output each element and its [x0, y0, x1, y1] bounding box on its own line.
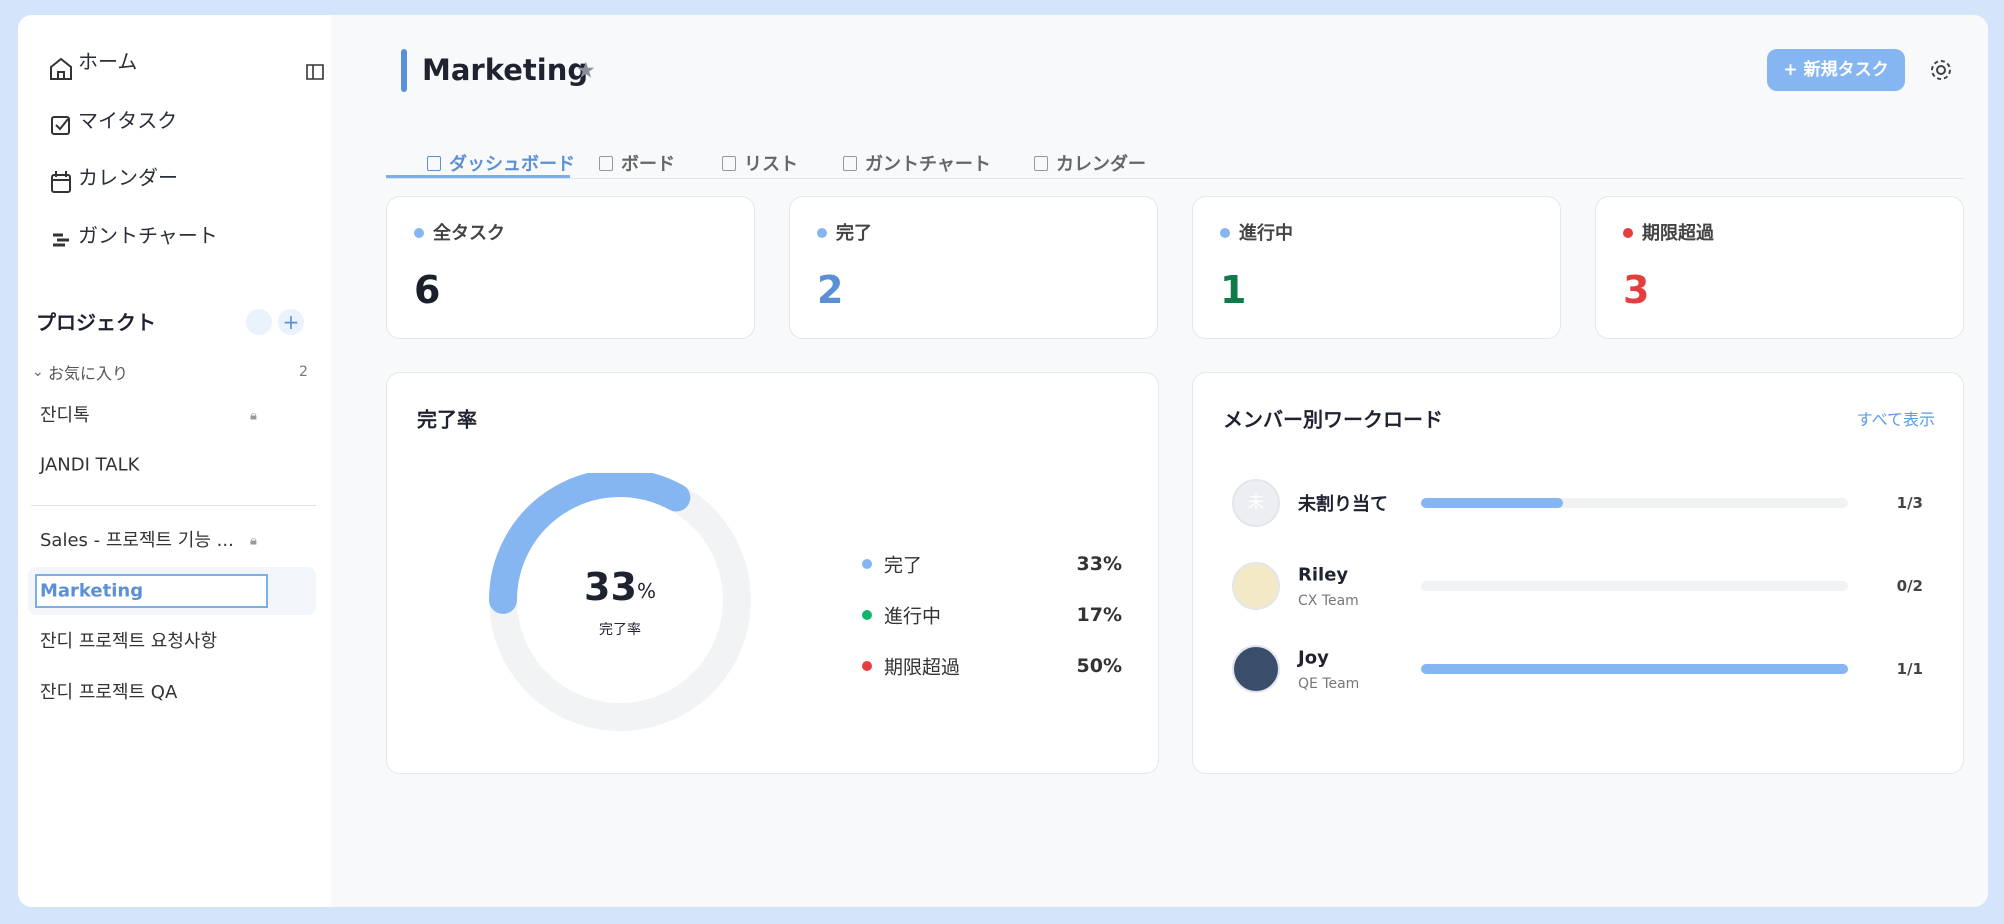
stat-value: 2	[817, 268, 844, 312]
tab[interactable]: ボード	[621, 154, 675, 175]
member-team: CX Team	[1298, 593, 1359, 609]
chevron: ⌄	[32, 364, 44, 380]
legend-dot	[862, 559, 872, 569]
stat-label: 期限超過	[1642, 223, 1714, 244]
project-item[interactable]: 잔디 프로젝트 요청사항	[40, 631, 218, 652]
stat-dot	[817, 228, 827, 238]
legend-label: 期限超過	[884, 656, 961, 679]
tab-icon	[599, 156, 613, 171]
stat-value: 1	[1220, 268, 1247, 312]
tab-icon	[843, 156, 857, 171]
nav-icons	[50, 57, 324, 247]
lock-icon: 🔒︎	[250, 533, 257, 549]
tab-icon	[1034, 156, 1048, 171]
workload-title: メンバー別ワークロード	[1223, 407, 1443, 432]
projects-title: プロジェクト	[36, 310, 156, 335]
project-item[interactable]: 잔디 프로젝트 QA	[40, 682, 178, 703]
tab-underline	[386, 175, 570, 178]
progress-bar	[1421, 664, 1848, 674]
legend-dot	[862, 610, 872, 620]
stat-label: 完了	[836, 223, 872, 244]
rate-value: 33	[584, 565, 637, 609]
project-item[interactable]: JANDI TALK	[40, 454, 140, 476]
stat-card: 進行中 1	[1192, 196, 1561, 339]
legend-percent: 50%	[1076, 655, 1122, 677]
favorites-label[interactable]: お気に入り	[48, 364, 129, 383]
progress-count: 0/2	[1896, 577, 1923, 595]
progress-bar	[1421, 498, 1564, 508]
nav-my-tasks[interactable]: マイタスク	[78, 108, 178, 133]
favorite-star[interactable]: ★	[576, 58, 596, 84]
progress-count: 1/1	[1896, 660, 1923, 678]
stat-card: 完了 2	[789, 196, 1158, 339]
nav-calendar[interactable]: カレンダー	[78, 165, 178, 190]
lock-icon: 🔒︎	[250, 408, 257, 424]
progress-count: 1/3	[1896, 494, 1923, 512]
avatar	[1232, 645, 1280, 693]
stat-dot	[414, 228, 424, 238]
app-window: ホーム マイタスク カレンダー ガントチャート プロジェクト + ⌄ お気に入り…	[18, 15, 1988, 907]
avatar	[1232, 562, 1280, 610]
nav-home[interactable]: ホーム	[78, 49, 138, 74]
stat-dot	[1220, 228, 1230, 238]
stat-value: 3	[1623, 268, 1650, 312]
tab-icon	[427, 156, 441, 171]
tab-divider	[386, 178, 1964, 179]
stat-value: 6	[414, 268, 441, 312]
rate-caption: 完了率	[599, 622, 641, 638]
tab[interactable]: ガントチャート	[865, 154, 991, 175]
project-item[interactable]: Sales - 프로젝트 기능 ...	[40, 530, 234, 551]
stat-dot	[1623, 228, 1633, 238]
legend-label: 進行中	[884, 605, 942, 628]
stat-card: 期限超過 3	[1595, 196, 1964, 339]
legend-dot	[862, 661, 872, 671]
new-task-label: 新規タスク	[1803, 60, 1889, 80]
member-team: QE Team	[1298, 676, 1360, 692]
sort-button[interactable]	[246, 309, 272, 335]
page-title: Marketing	[422, 53, 589, 87]
progress-track	[1421, 498, 1848, 508]
tab-icon	[722, 156, 736, 171]
sidebar: ホーム マイタスク カレンダー ガントチャート プロジェクト + ⌄ お気に入り…	[18, 15, 331, 907]
tab[interactable]: カレンダー	[1056, 154, 1146, 175]
project-item[interactable]: 잔디톡	[40, 405, 90, 426]
plus: +	[1783, 60, 1804, 80]
divider	[31, 505, 316, 506]
stat-label: 進行中	[1239, 223, 1293, 244]
project-item-active[interactable]: Marketing	[40, 580, 144, 602]
legend-label: 完了	[884, 554, 923, 577]
rate-unit: %	[636, 579, 656, 603]
avatar: 未	[1232, 479, 1280, 527]
member-name: Riley	[1298, 564, 1349, 586]
add-project-button[interactable]: +	[278, 309, 304, 335]
nav-gantt[interactable]: ガントチャート	[78, 223, 218, 248]
stat-card: 全タスク 6	[386, 196, 755, 339]
favorites-count: 2	[299, 364, 308, 380]
tab[interactable]: リスト	[744, 154, 798, 175]
show-all-link[interactable]: すべて表示	[1856, 410, 1935, 429]
legend-percent: 33%	[1076, 553, 1122, 575]
tab[interactable]: ダッシュボード	[449, 154, 575, 175]
title-accent	[401, 49, 407, 92]
completion-title: 完了率	[417, 407, 477, 432]
selected-outline	[35, 574, 268, 608]
member-name: 未割り当て	[1298, 494, 1388, 515]
donut	[489, 473, 751, 731]
completion-card: 完了率 33% 完了率 完了 33% 進行中 17% 期限超過 50%	[386, 372, 1159, 774]
progress-track	[1421, 581, 1848, 591]
legend-percent: 17%	[1076, 604, 1122, 626]
stat-label: 全タスク	[433, 223, 505, 244]
donut-arc	[489, 473, 691, 614]
new-task-button[interactable]: + 新規タスク	[1767, 49, 1905, 91]
workload-card: メンバー別ワークロード すべて表示 未未割り当て 1/3 Riley CX Team 0…	[1192, 372, 1964, 774]
member-name: Joy	[1298, 647, 1329, 669]
settings-icon[interactable]	[1928, 57, 1954, 83]
